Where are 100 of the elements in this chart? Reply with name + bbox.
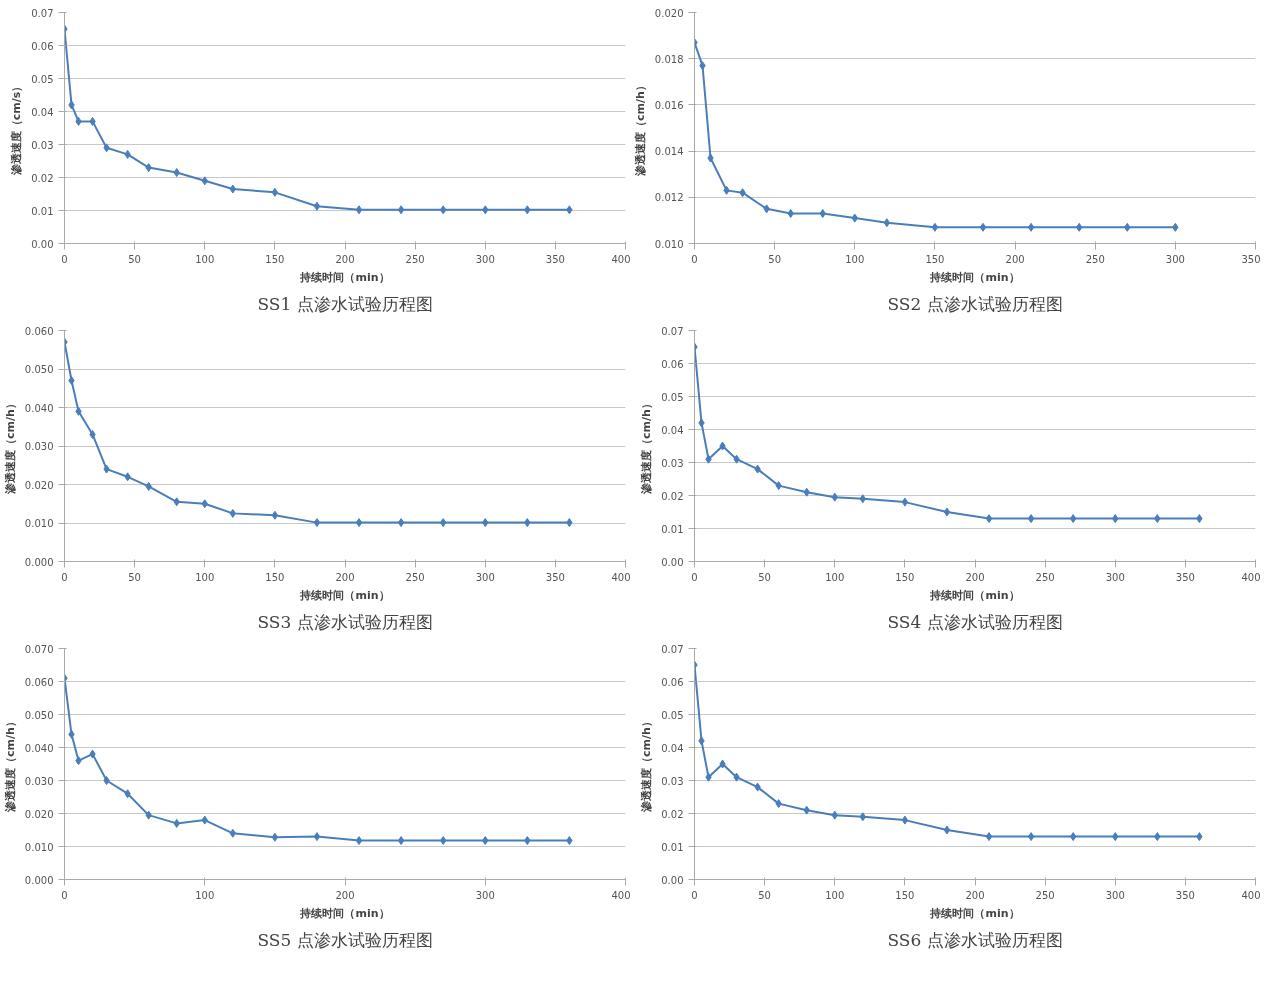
x-tick-label: 250: [1085, 253, 1105, 265]
y-tick-label: 0.06: [31, 40, 54, 52]
y-tick-label: 0.050: [24, 364, 54, 375]
x-tick-label: 250: [1035, 571, 1055, 583]
y-tick-label: 0.01: [661, 841, 684, 853]
x-tick-label: 200: [1005, 253, 1025, 265]
x-tick-label: 50: [128, 253, 141, 265]
y-tick-label: 0.012: [654, 192, 684, 204]
x-axis-title: 持续时间（min）: [929, 906, 1020, 920]
x-tick-label: 350: [545, 571, 565, 583]
x-tick-label: 100: [195, 253, 215, 265]
x-tick-label: 150: [895, 889, 915, 901]
x-tick-label: 0: [691, 571, 698, 583]
x-tick-label: 400: [1241, 889, 1261, 901]
text: SS6 点渗水试验历程图: [887, 929, 1063, 950]
text: SS5 点渗水试验历程图: [257, 929, 433, 950]
x-tick-label: 400: [611, 889, 631, 901]
x-tick-label: 0: [691, 253, 698, 265]
y-tick-label: 0.05: [661, 391, 684, 403]
y-tick-label: 0.000: [24, 556, 54, 568]
x-axis-title: 持续时间（min）: [299, 270, 390, 284]
y-tick-label: 0.04: [661, 742, 684, 754]
x-tick-label: 200: [965, 571, 985, 583]
x-axis-title: 持续时间（min）: [299, 906, 390, 920]
y-tick-label: 0.06: [661, 358, 684, 370]
y-tick-label: 0.03: [31, 139, 54, 151]
text: SS1 点渗水试验历程图: [257, 293, 433, 314]
y-tick-label: 0.07: [661, 325, 684, 337]
x-tick-label: 100: [195, 571, 215, 583]
y-tick-label: 0.050: [24, 709, 54, 721]
y-tick-label: 0.05: [31, 73, 54, 85]
x-tick-label: 350: [1175, 889, 1195, 901]
x-tick-label: 100: [825, 571, 845, 583]
x-tick-label: 300: [475, 571, 495, 583]
x-tick-label: 350: [545, 253, 565, 265]
y-tick-label: 0.03: [661, 775, 684, 787]
x-tick-label: 100: [845, 253, 865, 265]
y-tick-label: 0.014: [654, 146, 684, 158]
y-tick-label: 0.04: [31, 106, 54, 118]
y-tick-label: 0.020: [654, 7, 684, 19]
x-tick-label: 400: [611, 253, 631, 265]
x-tick-label: 150: [265, 253, 285, 265]
y-tick-label: 0.060: [24, 325, 54, 337]
y-axis-title: 渗透速度（cm/h）: [3, 716, 17, 813]
x-tick-label: 200: [335, 889, 355, 901]
y-tick-label: 0.070: [24, 643, 54, 655]
y-tick-label: 0.020: [24, 479, 54, 491]
y-tick-label: 0.000: [24, 874, 54, 886]
y-tick-label: 0.010: [24, 518, 54, 529]
x-tick-label: 200: [335, 571, 355, 583]
y-tick-label: 0.010: [24, 841, 54, 853]
x-tick-label: 50: [768, 253, 782, 265]
y-tick-label: 0.07: [661, 643, 684, 655]
x-tick-label: 100: [195, 889, 215, 901]
y-tick-label: 0.02: [661, 808, 684, 820]
x-axis-title: 持续时间（min）: [929, 588, 1020, 602]
x-tick-label: 300: [1165, 253, 1185, 265]
y-tick-label: 0.02: [31, 172, 54, 184]
x-tick-label: 50: [758, 571, 771, 583]
x-tick-label: 250: [405, 571, 425, 583]
x-tick-label: 200: [335, 253, 355, 265]
y-tick-label: 0.060: [24, 676, 54, 688]
x-tick-label: 150: [265, 571, 285, 583]
x-tick-label: 350: [1175, 571, 1195, 583]
y-tick-label: 0.00: [661, 874, 684, 886]
y-tick-label: 0.040: [24, 742, 54, 754]
x-tick-label: 0: [61, 889, 68, 901]
y-tick-label: 0.01: [661, 523, 684, 535]
x-tick-label: 350: [1241, 253, 1261, 265]
x-axis-title: 持续时间（min）: [929, 270, 1020, 284]
y-tick-label: 0.06: [661, 676, 684, 688]
y-tick-label: 0.030: [24, 441, 54, 452]
x-tick-label: 0: [691, 889, 698, 901]
x-tick-label: 250: [405, 253, 425, 265]
text: SS3 点渗水试验历程图: [257, 611, 433, 632]
y-axis-title: 渗透速度（cm/h）: [640, 398, 654, 495]
x-tick-label: 400: [611, 571, 631, 583]
y-tick-label: 0.00: [31, 238, 54, 250]
x-tick-label: 0: [61, 571, 68, 583]
y-tick-label: 0.05: [661, 709, 684, 721]
y-tick-label: 0.00: [661, 556, 684, 568]
y-tick-label: 0.040: [24, 402, 54, 414]
x-tick-label: 50: [758, 889, 771, 901]
y-tick-label: 0.016: [654, 99, 684, 111]
x-tick-label: 100: [825, 889, 845, 901]
y-tick-label: 0.03: [661, 457, 684, 469]
x-tick-label: 300: [1105, 571, 1125, 583]
y-axis-title: 渗透速度（cm/h）: [633, 80, 647, 177]
y-tick-label: 0.010: [654, 238, 684, 250]
text: SS4 点渗水试验历程图: [887, 611, 1063, 632]
x-tick-label: 150: [895, 571, 915, 583]
x-tick-label: 400: [1241, 571, 1261, 583]
y-tick-label: 0.01: [31, 205, 54, 217]
y-axis-title: 渗透速度（cm/h）: [3, 398, 17, 495]
y-tick-label: 0.020: [24, 808, 54, 820]
y-tick-label: 0.04: [661, 424, 684, 436]
y-axis-title: 渗透速度（cm/s）: [10, 80, 24, 177]
x-tick-label: 300: [1105, 889, 1125, 901]
x-tick-label: 250: [1035, 889, 1055, 901]
x-tick-label: 150: [925, 253, 945, 265]
